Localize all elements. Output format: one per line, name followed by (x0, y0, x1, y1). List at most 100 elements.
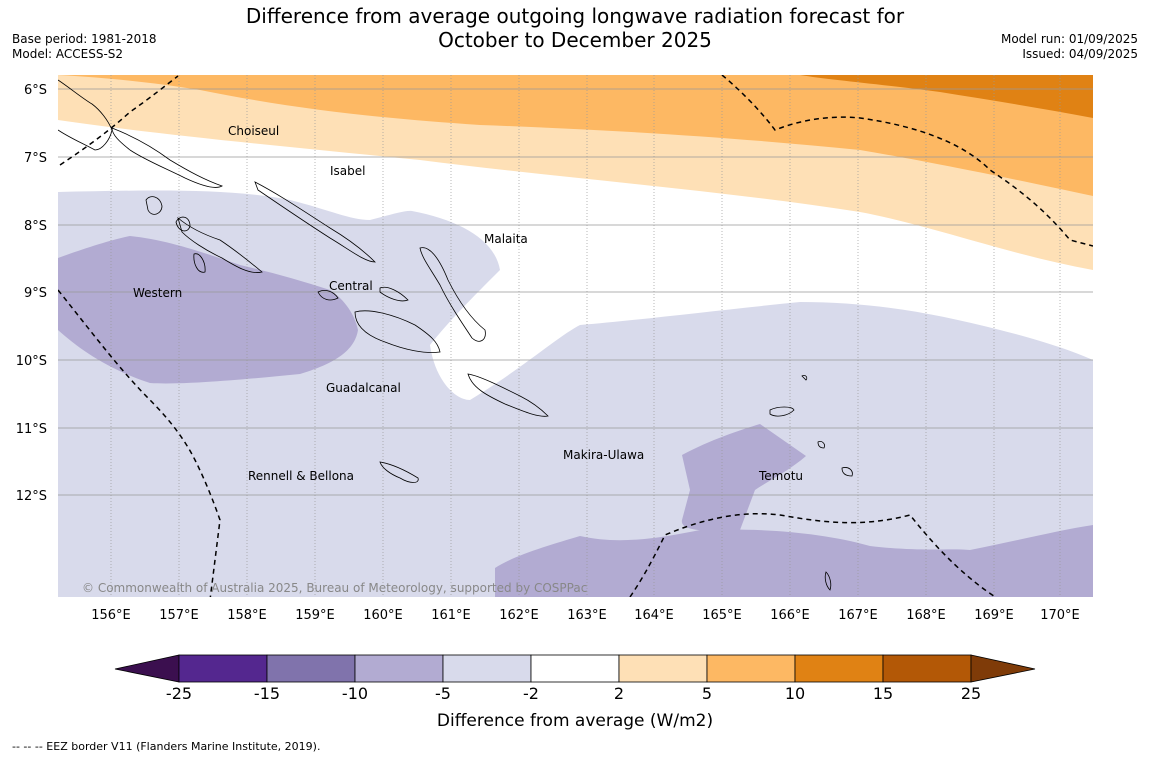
title-line-2: October to December 2025 (438, 28, 712, 52)
longitude-labels: 156°E 157°E 158°E 159°E 160°E 161°E 162°… (91, 608, 1080, 623)
province-label-isabel: Isabel (330, 164, 365, 178)
rendova-coast (193, 253, 206, 273)
map-panel (58, 75, 1093, 597)
model-run: Model run: 01/09/2025 (1000, 32, 1138, 46)
lon-label: 169°E (974, 608, 1014, 623)
colorbar-swatch (354, 654, 444, 683)
colorbar-swatch (882, 654, 972, 683)
colorbar-title: Difference from average (W/m2) (437, 711, 713, 731)
utupua-coast (841, 467, 853, 477)
colorbar-tick-label: 15 (873, 684, 893, 703)
metadata-left: Base period: 1981-2018 Model: ACCESS-S2 (12, 32, 157, 62)
lat-label: 11°S (16, 422, 47, 437)
anuta-coast (824, 571, 832, 591)
kolombangara-coast (175, 216, 191, 232)
lon-label: 165°E (702, 608, 742, 623)
colorbar-tick-label: 5 (702, 684, 712, 703)
eez-border-northeast (721, 75, 1093, 247)
eez-border-northwest (59, 75, 179, 166)
colorbar-extend-low (114, 654, 180, 683)
isabel-coast (254, 181, 376, 263)
coastlines (58, 79, 853, 591)
anomaly-region-minus-5-to-minus-10-east (681, 424, 806, 531)
latitude-labels: 6°S 7°S 8°S 9°S 10°S 11°S 12°S (16, 83, 47, 504)
copyright-notice: © Commonwealth of Australia 2025, Bureau… (82, 581, 587, 595)
anomaly-region-minus-5-to-minus-10-west (58, 236, 358, 384)
lon-label: 166°E (770, 608, 810, 623)
colorbar-extend-high (970, 654, 1036, 683)
colorbar (114, 654, 1036, 683)
eez-border-southeast (629, 512, 997, 597)
lon-label: 168°E (906, 608, 946, 623)
lon-label: 156°E (91, 608, 131, 623)
issued-date: Issued: 04/09/2025 (1022, 47, 1138, 61)
province-label-malaita: Malaita (484, 232, 528, 246)
anomaly-region-10-to-15 (800, 75, 1093, 118)
lon-label: 170°E (1040, 608, 1080, 623)
lat-label: 8°S (24, 219, 47, 234)
makira-coast (467, 373, 549, 417)
title-line-1: Difference from average outgoing longwav… (245, 4, 905, 28)
vella-lavella-coast (145, 196, 163, 215)
new-georgia-coast (177, 216, 263, 273)
colorbar-tick-label: 25 (961, 684, 981, 703)
rennell-coast (379, 461, 419, 483)
lat-label: 9°S (24, 286, 47, 301)
malaita-coast (419, 247, 486, 342)
lon-label: 161°E (431, 608, 471, 623)
florida-islands-coast (317, 290, 339, 301)
eez-legend-note: -- -- -- EEZ border V11 (Flanders Marine… (12, 740, 320, 753)
anomaly-region-5-to-10 (58, 75, 1093, 196)
province-label-makira-ulawa: Makira-Ulawa (563, 448, 644, 462)
lon-label: 159°E (295, 608, 335, 623)
base-period: Base period: 1981-2018 (12, 32, 157, 46)
province-label-rennell-bellona: Rennell & Bellona (248, 469, 354, 483)
province-labels: Choiseul Isabel Malaita Western Central … (133, 124, 803, 483)
santa-cruz-coast (769, 406, 795, 417)
colorbar-swatch (178, 654, 268, 683)
russell-islands-coast (379, 286, 409, 302)
colorbar-swatch (530, 654, 620, 683)
duff-islands-coast (801, 375, 808, 381)
lat-label: 12°S (16, 489, 47, 504)
colorbar-swatch (442, 654, 532, 683)
colorbar-swatch (794, 654, 884, 683)
colorbar-tick-label: -25 (166, 684, 192, 703)
colorbar-tick-label: -5 (435, 684, 451, 703)
metadata-right: Model run: 01/09/2025 Issued: 04/09/2025 (1001, 32, 1138, 62)
choiseul-coast (111, 127, 223, 188)
anomaly-region-minus-5-to-minus-10-south (495, 525, 1093, 597)
lon-label: 162°E (499, 608, 539, 623)
lon-label: 160°E (363, 608, 403, 623)
lat-label: 6°S (24, 83, 47, 98)
colorbar-tick-label: 2 (614, 684, 624, 703)
province-label-central: Central (329, 279, 373, 293)
province-label-western: Western (133, 286, 182, 300)
lat-label: 10°S (16, 354, 47, 369)
colorbar-tick-label: -10 (342, 684, 368, 703)
colorbar-swatch (266, 654, 356, 683)
eez-border-west (58, 289, 221, 597)
colorbar-ticks: -25 -15 -10 -5 -2 2 5 10 15 25 (166, 684, 981, 703)
map-title: Difference from average outgoing longwav… (0, 4, 1150, 52)
gridlines (58, 75, 1093, 597)
province-label-temotu: Temotu (758, 469, 803, 483)
lon-label: 163°E (567, 608, 607, 623)
colorbar-swatch (706, 654, 796, 683)
lon-label: 164°E (634, 608, 674, 623)
model-name: Model: ACCESS-S2 (12, 47, 124, 61)
colorbar-tick-label: -15 (254, 684, 280, 703)
lon-label: 158°E (227, 608, 267, 623)
province-label-choiseul: Choiseul (228, 124, 279, 138)
colorbar-tick-label: -2 (523, 684, 539, 703)
lon-label: 157°E (159, 608, 199, 623)
colorbar-tick-label: 10 (785, 684, 805, 703)
colorbar-swatch (618, 654, 708, 683)
eez-borders (58, 75, 1093, 597)
province-label-guadalcanal: Guadalcanal (326, 381, 401, 395)
lon-label: 167°E (838, 608, 878, 623)
guadalcanal-coast (354, 310, 441, 353)
lat-label: 7°S (24, 151, 47, 166)
vanikoro-coast (817, 441, 825, 449)
